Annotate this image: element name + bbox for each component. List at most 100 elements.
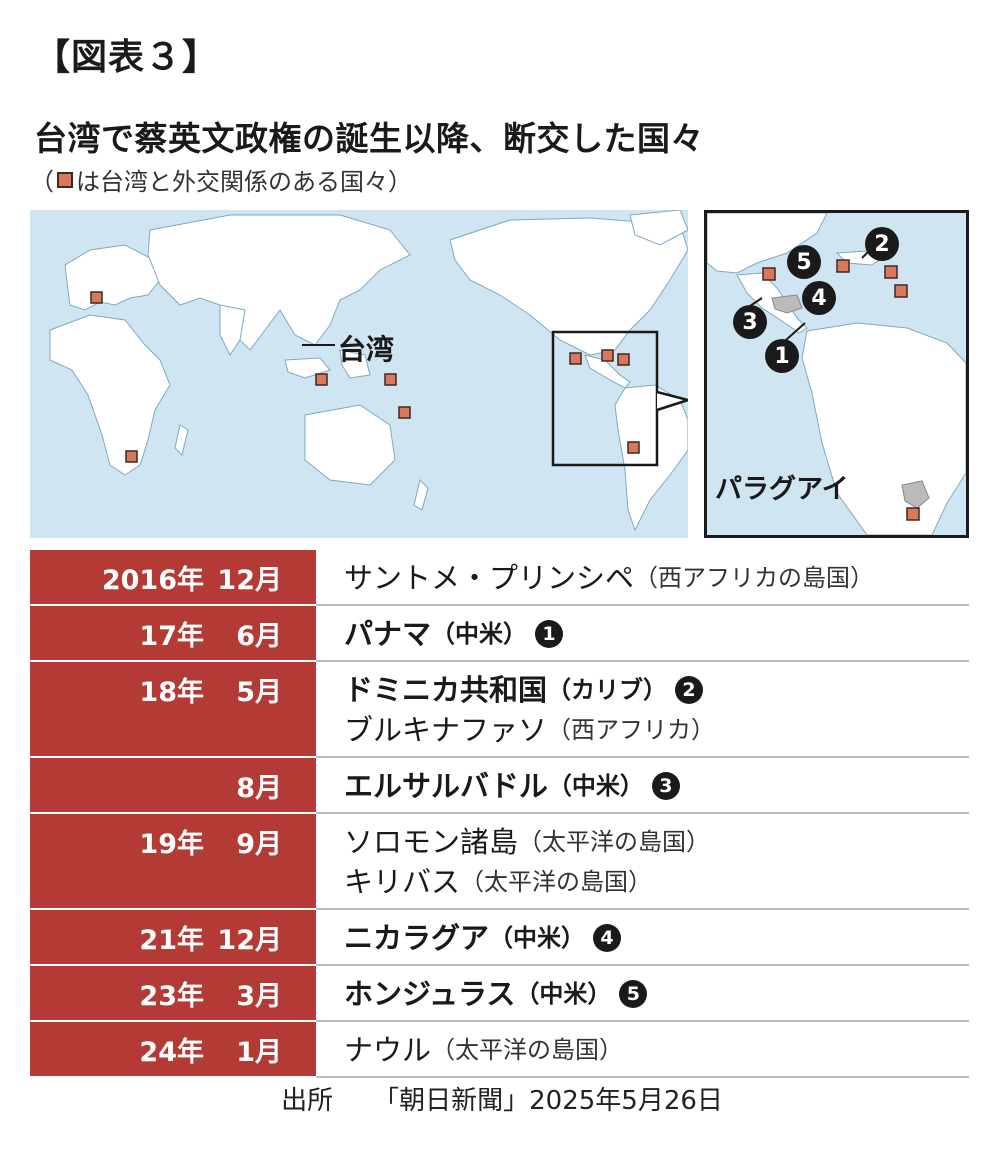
number-badge: 3: [651, 772, 680, 800]
country-name: ホンジュラス: [344, 977, 516, 1011]
number-badge: 1: [535, 620, 564, 648]
inset-south-america-shape: [801, 322, 966, 535]
date-cell: 8月: [30, 758, 316, 814]
region-note: （中米）: [515, 980, 612, 1008]
month: 12月: [217, 565, 282, 596]
subtitle-text: は台湾と外交関係のある国々）: [76, 168, 412, 196]
country-entry: ニカラグア （中米） 4: [344, 918, 969, 958]
country-name: ナウル: [344, 1033, 432, 1067]
region-note: （中米）: [431, 620, 528, 648]
marker-vatican: [90, 291, 103, 304]
country-entry: ホンジュラス （中米） 5: [344, 974, 969, 1014]
month: 9月: [236, 829, 282, 860]
region-note: （西アフリカ）: [547, 716, 716, 744]
subtitle-open: （: [30, 168, 54, 196]
inset-marker-1: 1: [765, 339, 799, 373]
number-badge: 2: [675, 676, 704, 704]
country-name: サントメ・プリンシペ: [344, 561, 635, 595]
table-row: 24年 1月 ナウル （太平洋の島国）: [30, 1022, 969, 1078]
year: 17年: [139, 621, 204, 652]
country-name: ソロモン諸島: [344, 825, 519, 859]
region-note: （西アフリカの島国）: [634, 564, 875, 592]
source-credit: 出所 「朝日新聞」2025年5月26日: [0, 1080, 1004, 1117]
figure-label: 【図表３】: [34, 37, 220, 78]
region-note: （太平洋の島国）: [518, 828, 711, 856]
date-cell: 24年 1月: [30, 1022, 316, 1078]
month: 1月: [236, 1037, 282, 1068]
date-cell: 21年 12月: [30, 910, 316, 966]
country-name: キリバス: [344, 865, 461, 899]
ally-markers: [90, 291, 640, 463]
marker-guatemala: [569, 352, 582, 365]
year: 2016年: [101, 565, 204, 596]
legend-marker-icon: [57, 171, 73, 188]
year: 21年: [139, 925, 204, 956]
region-note: （中米）: [489, 924, 586, 952]
country-entry: ナウル （太平洋の島国）: [344, 1030, 969, 1070]
severance-table: 2016年 12月 サントメ・プリンシペ （西アフリカの島国） 17年 6月 パナマ（…: [30, 550, 969, 1078]
africa-shape: [49, 314, 171, 476]
marker-caribbean: [617, 353, 630, 366]
month: 5月: [236, 677, 282, 708]
region-note: （太平洋の島国）: [431, 1036, 624, 1064]
country-name: パナマ: [344, 617, 432, 651]
date-cell: 2016年 12月: [30, 550, 316, 606]
inset-marker-5: 5: [787, 245, 821, 279]
country-entry: ソロモン諸島 （太平洋の島国）: [344, 822, 969, 862]
number-badge: 4: [593, 924, 622, 952]
inset-marker-4: 4: [802, 281, 836, 315]
month: 12月: [217, 925, 282, 956]
date-cell: 19年 9月: [30, 814, 316, 910]
india-shape: [219, 304, 246, 356]
year: 19年: [139, 829, 204, 860]
world-map: 台湾: [30, 210, 688, 538]
month: 6月: [236, 621, 282, 652]
region-note: （太平洋の島国）: [460, 868, 653, 896]
region-note: （カリブ）: [547, 676, 668, 704]
year: 23年: [139, 981, 204, 1012]
table-row: 18年 5月 ドミニカ共和国 （カリブ） 2 ブルキナファソ （西アフリカ）: [30, 662, 969, 758]
source-label: 出所: [281, 1086, 334, 1116]
table-row: 2016年 12月 サントメ・プリンシペ （西アフリカの島国）: [30, 550, 969, 606]
marker-haiti: [601, 349, 614, 362]
marker-paraguay: [627, 441, 640, 454]
year: 18年: [139, 677, 204, 708]
table-row: 19年 9月 ソロモン諸島 （太平洋の島国） キリバス （太平洋の島国）: [30, 814, 969, 910]
region-note: （中米）: [547, 772, 644, 800]
marker-marshall-islands: [384, 373, 397, 386]
country-name: ブルキナファソ: [344, 713, 548, 747]
marker-palau: [315, 373, 328, 386]
marker-tuvalu: [398, 406, 411, 419]
europe-shape: [64, 244, 161, 311]
year: 24年: [139, 1037, 204, 1068]
australia-shape: [304, 404, 396, 486]
source-text: 「朝日新聞」2025年5月26日: [373, 1086, 723, 1116]
country-entry: パナマ （中米） 1: [344, 614, 969, 654]
inset-marker-3: 3: [733, 305, 767, 339]
number-badge: 5: [619, 980, 648, 1008]
country-name: エルサルバドル: [344, 769, 548, 803]
country-name: ドミニカ共和国: [344, 673, 548, 707]
taiwan-label: 台湾: [338, 333, 395, 366]
month: 8月: [236, 773, 282, 804]
south-america-shape: [614, 384, 688, 532]
country-entry: ドミニカ共和国 （カリブ） 2: [344, 670, 969, 710]
date-cell: 23年 3月: [30, 966, 316, 1022]
table-row: 8月 エルサルバドル （中米） 3: [30, 758, 969, 814]
inset-marker-2: 2: [865, 227, 899, 261]
paraguay-shape: [901, 480, 930, 509]
asia-shape: [147, 214, 411, 351]
paraguay-label: パラグアイ: [715, 474, 849, 505]
chart-subtitle: （ は台湾と外交関係のある国々）: [30, 162, 412, 197]
date-cell: 17年 6月: [30, 606, 316, 662]
inset-map: 2 5 4 3 1 パラグアイ: [704, 210, 969, 538]
table-row: 23年 3月 ホンジュラス （中米） 5: [30, 966, 969, 1022]
table-row: 21年 12月 ニカラグア （中米） 4: [30, 910, 969, 966]
month: 3月: [236, 981, 282, 1012]
country-entry: サントメ・プリンシペ （西アフリカの島国）: [344, 558, 969, 598]
date-cell: 18年 5月: [30, 662, 316, 758]
marker-eswatini: [125, 450, 138, 463]
chart-title: 台湾で蔡英文政権の誕生以降、断交した国々: [34, 119, 704, 158]
table-row: 17年 6月 パナマ （中米） 1: [30, 606, 969, 662]
country-entry: キリバス （太平洋の島国）: [344, 862, 969, 902]
